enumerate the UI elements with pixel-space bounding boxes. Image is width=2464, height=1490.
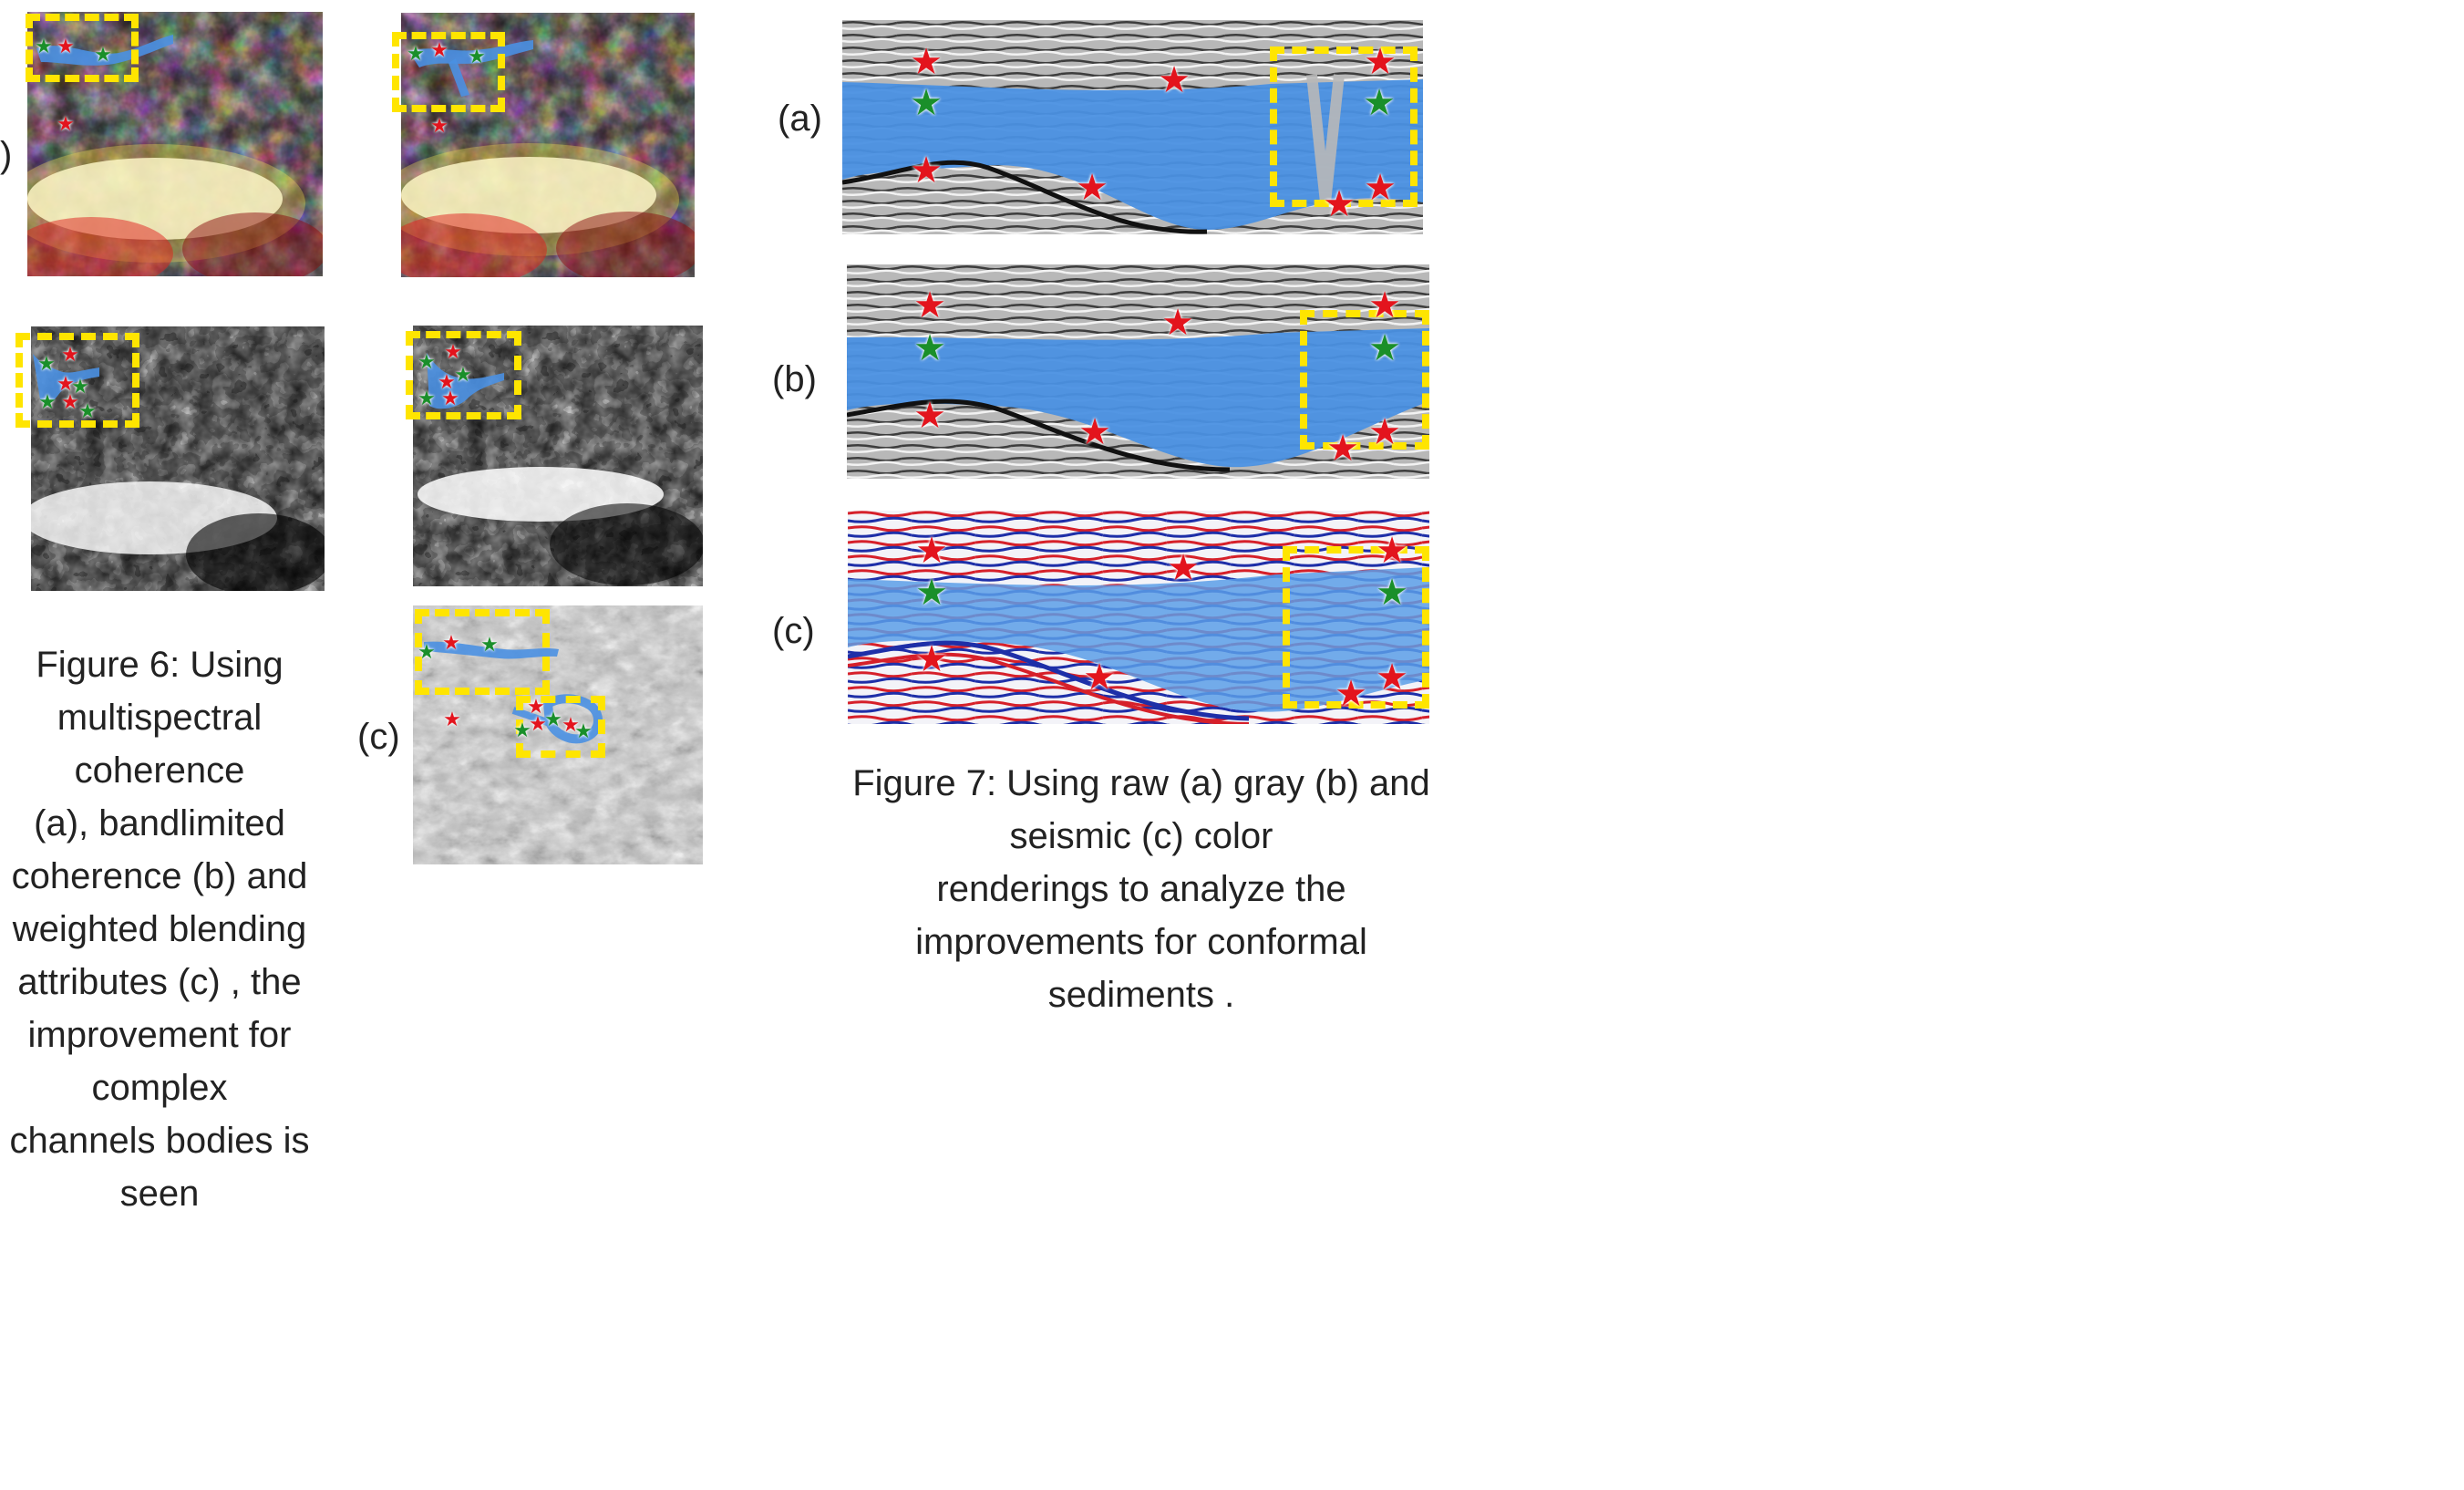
star-icon: ★ [562,714,580,737]
star-icon: ★ [38,391,57,414]
star-icon: ★ [480,634,499,657]
star-icon: ★ [1158,59,1191,101]
star-icon: ★ [438,371,456,394]
star-icon: ★ [915,572,948,614]
star-icon: ★ [443,709,461,731]
caption-line: (a), bandlimited [34,803,285,843]
fig6-label-c: (c) [357,717,400,757]
star-icon: ★ [57,113,75,136]
star-icon: ★ [35,36,53,58]
star-icon: ★ [513,719,531,742]
star-icon: ★ [61,344,79,367]
star-icon: ★ [1364,41,1397,83]
star-icon: ★ [913,395,946,437]
star-icon: ★ [442,632,460,655]
caption-line: weighted blending [12,909,307,949]
star-icon: ★ [1161,302,1194,344]
star-icon: ★ [527,696,545,719]
fig7-label-a: (a) [778,98,822,139]
star-icon: ★ [529,713,547,736]
star-icon: ★ [57,373,75,396]
star-icon: ★ [407,43,425,66]
caption-line: channels bodies is seen [9,1121,310,1214]
fig7-a-raw-seismic-section [842,20,1423,234]
star-icon: ★ [1368,285,1401,326]
star-icon: ★ [915,638,948,680]
caption-line: attributes (c) , the [17,962,302,1002]
star-icon: ★ [418,351,436,374]
star-icon: ★ [915,530,948,572]
caption-line: sediments . [1047,975,1235,1015]
star-icon: ★ [468,46,486,68]
star-icon: ★ [913,327,946,369]
fig6-caption: Figure 6: Using multispectral coherence … [0,638,319,1220]
star-icon: ★ [910,41,943,83]
star-icon: ★ [1376,657,1408,698]
star-icon: ★ [544,709,562,731]
caption-line: multispectral coherence [57,698,263,791]
star-icon: ★ [441,388,459,410]
star-icon: ★ [1326,428,1359,470]
star-icon: ★ [1076,167,1108,209]
star-icon: ★ [1368,327,1401,369]
star-icon: ★ [37,353,56,376]
star-icon: ★ [1323,183,1356,225]
star-icon: ★ [94,44,112,67]
star-icon: ★ [1335,673,1367,715]
star-icon: ★ [61,391,79,414]
caption-line: coherence (b) and [11,856,308,896]
fig6-left-partial-label: ) [0,135,13,175]
star-icon: ★ [418,641,436,664]
star-icon: ★ [430,115,448,138]
star-icon: ★ [1363,82,1396,124]
fig6-coherence-left-image [31,326,325,591]
star-icon: ★ [430,39,448,62]
star-icon: ★ [1083,657,1116,698]
caption-line: improvement for complex [27,1015,292,1108]
fig6-coherence-left-overlay [33,354,99,405]
caption-line: Figure 6: Using [36,645,284,685]
star-icon: ★ [910,82,943,124]
fig6-coherence-right-overlay [427,353,504,409]
star-icon: ★ [1376,530,1408,572]
caption-line: renderings to analyze the improvements f… [915,869,1367,962]
star-icon: ★ [57,36,75,58]
star-icon: ★ [1167,547,1200,589]
star-icon: ★ [1078,411,1111,453]
star-icon: ★ [454,364,472,387]
star-icon: ★ [1368,411,1401,453]
star-icon: ★ [444,341,462,364]
star-icon: ★ [913,285,946,326]
caption-line: Figure 7: Using raw (a) gray (b) and sei… [852,763,1430,856]
star-icon: ★ [1376,572,1408,614]
star-icon: ★ [78,400,97,423]
fig6-coherence-right-image [413,326,703,586]
star-icon: ★ [1364,167,1397,209]
fig7-label-c: (c) [772,611,815,651]
star-icon: ★ [574,720,593,743]
star-icon: ★ [418,388,436,410]
star-icon: ★ [910,150,943,191]
star-icon: ★ [71,376,89,398]
fig7-caption: Figure 7: Using raw (a) gray (b) and sei… [840,757,1442,1021]
fig7-label-b: (b) [772,359,817,399]
fig6-a-channel-overlay [36,35,173,66]
